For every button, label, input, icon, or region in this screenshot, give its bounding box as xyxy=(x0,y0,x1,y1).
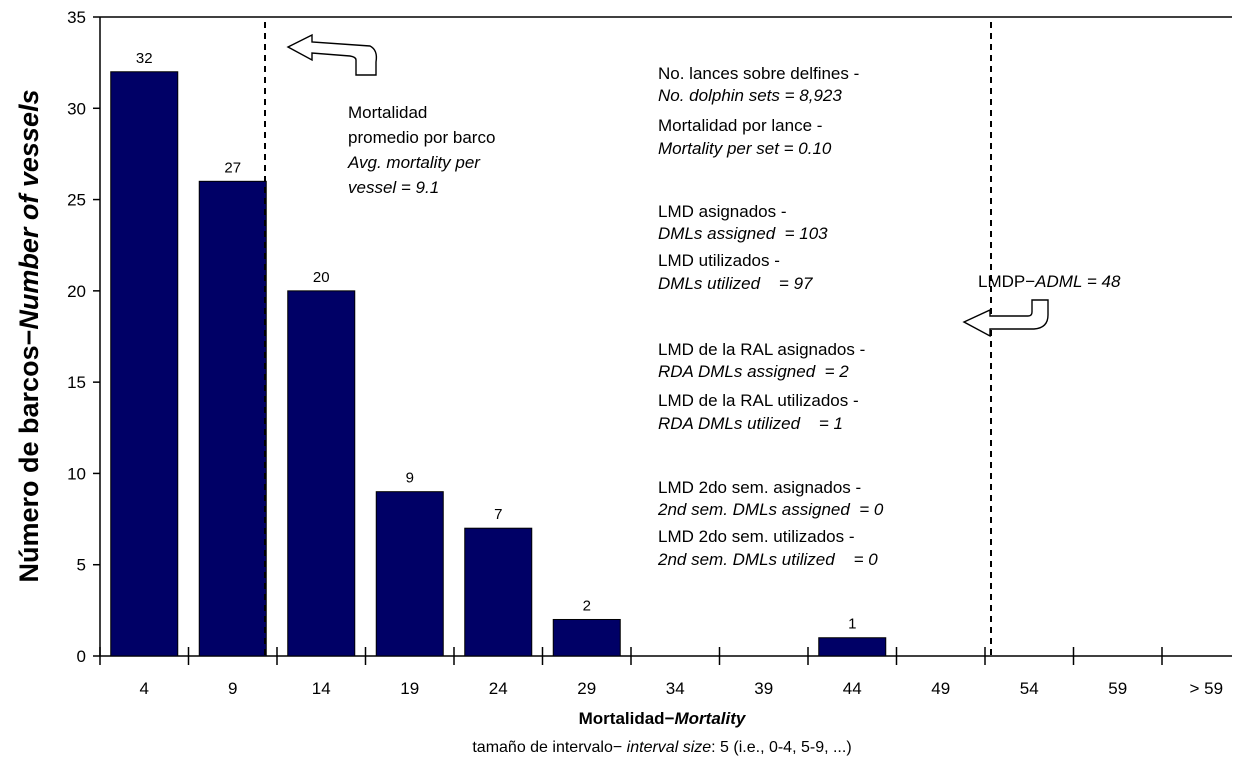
x-tick-label: 24 xyxy=(489,679,508,698)
stats-line: LMD 2do sem. asignados - xyxy=(658,478,861,497)
stats-line: LMD asignados - xyxy=(658,202,787,221)
stats-line: LMD utilizados - xyxy=(658,251,780,270)
adml-en: ADML xyxy=(1034,272,1082,291)
y-tick-label: 10 xyxy=(67,464,86,483)
x-tick-label: 19 xyxy=(400,679,419,698)
x-tick-label: 34 xyxy=(666,679,685,698)
interval-en: interval size xyxy=(627,739,712,756)
x-tick-label: 9 xyxy=(228,679,237,698)
stats-line: No. dolphin sets = 8,923 xyxy=(658,86,842,105)
bar xyxy=(198,180,267,657)
x-axis-label-es: Mortalidad xyxy=(579,709,665,728)
x-tick-label: 4 xyxy=(140,679,149,698)
y-tick-label: 5 xyxy=(77,556,86,575)
bar-data-labels: 32 27 20 9 7 2 1 xyxy=(136,50,857,633)
stats-line: LMD 2do sem. utilizados - xyxy=(658,527,855,546)
stats-line: LMD de la RAL asignados - xyxy=(658,340,865,359)
x-axis-label-en: Mortality xyxy=(675,709,747,728)
bar xyxy=(110,71,179,657)
avg-mortality-line: Avg. mortality per xyxy=(347,153,481,172)
y-axis-label-es: Número de barcos xyxy=(14,345,44,582)
avg-mortality-line: promedio por barco xyxy=(348,128,495,147)
adml-annotation: LMDP−ADML = 48 xyxy=(978,272,1121,291)
bar xyxy=(287,290,356,657)
avg-mortality-line: vessel = 9.1 xyxy=(348,178,439,197)
y-tick-label: 25 xyxy=(67,191,86,210)
bar-data-label: 32 xyxy=(136,50,153,67)
x-tick-label: 39 xyxy=(754,679,773,698)
interval-prefix: tamaño de intervalo xyxy=(472,739,613,756)
stats-line: RDA DMLs utilized = 1 xyxy=(658,414,843,433)
y-axis-label-sep: − xyxy=(14,330,44,346)
stats-line: DMLs assigned = 103 xyxy=(658,224,828,243)
x-tick-label: 44 xyxy=(843,679,862,698)
adml-sep: − xyxy=(1025,272,1035,291)
x-axis-label-sep: − xyxy=(665,709,675,728)
bar xyxy=(818,637,887,657)
adml-prefix: LMDP xyxy=(978,272,1025,291)
x-axis-ticks: 4 9 14 19 24 29 34 39 44 49 54 59 > 59 xyxy=(99,647,1223,698)
bar xyxy=(464,527,533,657)
y-axis-label-en: Number of vessels xyxy=(14,90,44,330)
y-tick-label: 15 xyxy=(67,373,86,392)
adml-value: = 48 xyxy=(1082,272,1121,291)
bar xyxy=(552,618,621,657)
bar-data-label: 9 xyxy=(406,470,414,487)
bar-data-label: 27 xyxy=(224,159,241,176)
bar-data-label: 20 xyxy=(313,269,330,286)
y-tick-label: 20 xyxy=(67,282,86,301)
interval-value: : 5 (i.e., 0-4, 5-9, ...) xyxy=(711,739,852,756)
stats-line: No. lances sobre delfines - xyxy=(658,64,859,83)
curved-arrow-left-icon xyxy=(286,33,378,76)
interval-note: tamaño de intervalo− interval size: 5 (i… xyxy=(472,739,851,756)
bar-data-label: 7 xyxy=(494,506,502,523)
x-axis-label: Mortalidad−Mortality xyxy=(579,709,747,728)
stats-line: RDA DMLs assigned = 2 xyxy=(658,362,849,381)
stats-line: 2nd sem. DMLs utilized = 0 xyxy=(657,550,878,569)
x-tick-label: 54 xyxy=(1020,679,1039,698)
interval-sep: − xyxy=(613,739,627,756)
stats-line: LMD de la RAL utilizados - xyxy=(658,391,859,410)
stats-line: 2nd sem. DMLs assigned = 0 xyxy=(657,500,884,519)
y-tick-label: 35 xyxy=(67,8,86,27)
bars-group xyxy=(110,71,887,657)
x-tick-label: 29 xyxy=(577,679,596,698)
bar-data-label: 1 xyxy=(848,616,856,633)
x-tick-label: 59 xyxy=(1108,679,1127,698)
avg-mortality-line: Mortalidad xyxy=(348,103,427,122)
avg-mortality-annotation: Mortalidad promedio por barco Avg. mortali… xyxy=(347,103,495,197)
y-tick-label: 30 xyxy=(67,99,86,118)
stats-line: Mortalidad por lance - xyxy=(658,116,822,135)
y-axis-label: Número de barcos−Number of vessels xyxy=(14,90,44,583)
bar xyxy=(375,491,444,657)
x-tick-label: > 59 xyxy=(1189,679,1223,698)
reference-lines xyxy=(264,22,992,656)
stats-line: Mortality per set = 0.10 xyxy=(658,139,832,158)
x-tick-label: 49 xyxy=(931,679,950,698)
curved-arrow-adml-icon xyxy=(962,299,1049,338)
bar-data-label: 2 xyxy=(583,597,591,614)
y-axis-ticks: 0 5 10 15 20 25 30 35 xyxy=(67,8,100,666)
y-tick-label: 0 xyxy=(77,647,86,666)
stats-annotation: No. lances sobre delfines - No. dolphin s… xyxy=(657,64,884,569)
stats-line: DMLs utilized = 97 xyxy=(658,274,813,293)
x-tick-label: 14 xyxy=(312,679,331,698)
